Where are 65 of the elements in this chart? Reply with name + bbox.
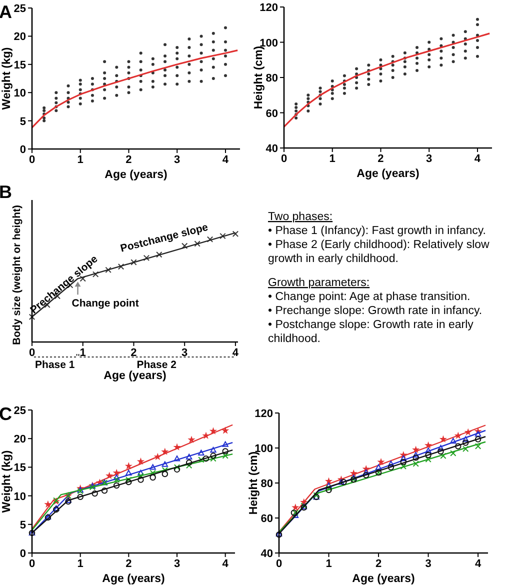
y-tick-label: 40 [260, 548, 273, 560]
text: • Phase 2 (Early childhood): Relatively slow growth in early childhood. [268, 239, 490, 265]
text: Phase 2 [136, 359, 177, 371]
x-tick-label: 1 [326, 558, 332, 570]
x-tick-label: 3 [426, 153, 432, 165]
y-tick-label: 5 [20, 519, 26, 532]
y-tick-label: 120 [254, 408, 273, 420]
x-tick-label: 2 [126, 558, 132, 570]
x-tick-label: 2 [126, 154, 132, 166]
y-tick-label: 80 [260, 478, 273, 490]
x-tick-label: 0 [28, 558, 36, 570]
x-tick-label: 4 [474, 558, 482, 570]
x-tick-label: 2 [375, 558, 382, 570]
text: • Postchange slope: Growth rate in early childhood. [268, 319, 474, 345]
y-tick-label: 15 [14, 462, 26, 474]
x-tick-label: 4 [222, 558, 230, 570]
y-tick-label: 60 [266, 108, 278, 120]
x-tick-label: 3 [174, 558, 180, 570]
y-axis-title: Weight (kg) [1, 450, 13, 513]
y-tick-label: 20 [14, 31, 26, 44]
y-tick-label: 0 [20, 144, 26, 156]
x-axis-title: Age (years) [102, 573, 165, 585]
y-tick-label: 0 [20, 548, 26, 560]
y-tick-label: 10 [14, 88, 26, 100]
y-tick-label: 15 [14, 59, 26, 72]
text: • Phase 1 (Infancy): Fast growth in infancy. [268, 225, 486, 237]
x-tick-label: 3 [182, 347, 188, 359]
x-tick-label: 1 [77, 154, 84, 166]
y-tick-label: 25 [14, 405, 26, 417]
text: Phase 1 [35, 359, 75, 371]
y-tick-label: 20 [14, 434, 26, 446]
y-axis-title: Height (cm) [248, 451, 260, 515]
y-tick-label: 80 [266, 72, 278, 84]
x-tick-label: 1 [77, 558, 84, 570]
x-tick-label: 1 [80, 347, 86, 359]
y-tick-label: 60 [260, 513, 273, 525]
x-axis-title: Age (years) [104, 370, 166, 382]
y-tick-label: 25 [14, 3, 26, 15]
x-tick-label: 4 [222, 154, 230, 166]
y-axis-title: Weight (kg) [1, 47, 13, 110]
annotation: Change point [72, 298, 140, 310]
text: Growth parameters: [268, 277, 370, 289]
x-tick-label: 0 [28, 154, 36, 166]
text: B [0, 182, 12, 202]
x-tick-label: 3 [174, 154, 180, 166]
y-tick-label: 120 [260, 2, 278, 14]
text: • Change point: Age at phase transition. [268, 291, 470, 303]
x-tick-label: 2 [130, 347, 137, 359]
text: • Prechange slope: Growth rate in infancy. [268, 305, 482, 317]
y-tick-label: 10 [14, 490, 26, 503]
x-tick-label: 0 [280, 153, 288, 165]
y-axis-title: Height (cm) [253, 46, 265, 110]
text: Two phases: [268, 211, 333, 223]
x-axis-title: Age (years) [356, 168, 420, 180]
x-tick-label: 4 [232, 347, 240, 359]
x-tick-label: 1 [329, 153, 336, 165]
x-tick-label: 4 [474, 153, 482, 165]
text: C [0, 404, 12, 424]
x-tick-label: 2 [378, 153, 384, 165]
x-tick-label: 3 [425, 558, 432, 570]
x-axis-title: Age (years) [352, 573, 415, 585]
x-axis-title: Age (years) [104, 169, 168, 181]
y-axis-title: Body size (weight or height) [11, 204, 23, 346]
y-tick-label: 40 [266, 143, 278, 155]
y-tick-label: 5 [20, 116, 26, 128]
